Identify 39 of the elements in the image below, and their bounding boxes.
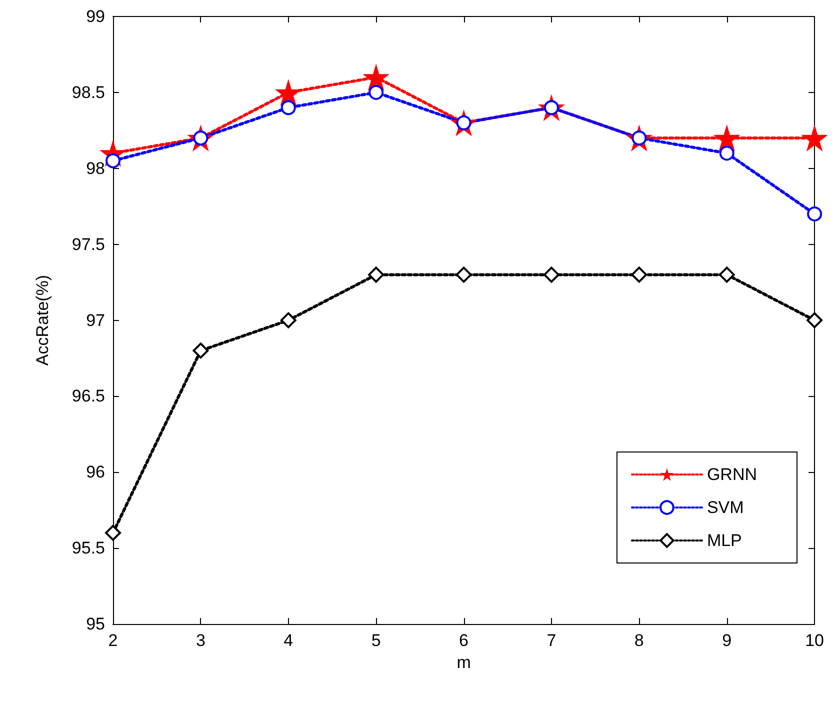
point xyxy=(801,124,827,152)
point xyxy=(280,100,296,116)
y-tick-label: 95 xyxy=(86,614,105,634)
point xyxy=(368,84,384,100)
x-tick-label: 4 xyxy=(284,631,294,650)
point xyxy=(718,266,735,283)
x-tick-label: 8 xyxy=(634,631,644,650)
legend-label: SVM xyxy=(706,498,744,517)
x-axis-title: m xyxy=(456,653,471,672)
point xyxy=(456,266,472,283)
y-tick-label: 99 xyxy=(86,7,105,26)
y-tick-label: 97 xyxy=(86,310,105,330)
point xyxy=(362,64,390,91)
point xyxy=(105,524,121,541)
x-tick-label: 2 xyxy=(108,631,118,650)
y-tick-label: 96.5 xyxy=(72,386,105,406)
y-axis-title: AccRate(%) xyxy=(33,274,52,366)
y-tick-label: 96 xyxy=(86,462,105,482)
x-tick-label: 3 xyxy=(196,631,206,650)
point xyxy=(543,266,560,283)
point xyxy=(280,312,296,328)
legend-label: GRNN xyxy=(706,465,758,484)
point xyxy=(807,206,822,222)
legend-label: MLP xyxy=(706,531,742,550)
point xyxy=(719,146,734,161)
point xyxy=(713,124,740,152)
y-tick-label: 95.5 xyxy=(72,538,105,558)
point xyxy=(631,266,648,283)
x-tick-label: 10 xyxy=(805,631,824,650)
y-tick-label: 98 xyxy=(86,158,105,178)
x-tick-label: 9 xyxy=(722,631,732,650)
x-tick-label: 5 xyxy=(371,631,381,650)
point xyxy=(192,342,209,359)
y-tick-label: 97.5 xyxy=(72,234,105,254)
x-tick-label: 7 xyxy=(546,631,556,650)
y-tick-label: 98.5 xyxy=(72,82,105,102)
x-tick-label: 6 xyxy=(459,631,469,650)
point xyxy=(806,312,823,328)
point xyxy=(368,266,384,283)
